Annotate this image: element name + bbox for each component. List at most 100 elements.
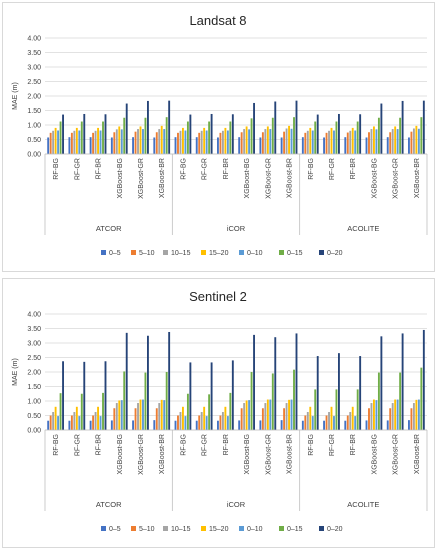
y-tick-label: 0.00 [27,152,41,159]
bar-0-15 [123,117,126,154]
x-tick-label: RF-BR [223,434,230,455]
bar-0-15 [186,121,189,154]
bar-0-10 [184,130,187,154]
legend-swatch-10-15 [163,526,168,531]
bar-10-15 [115,403,118,430]
bar-10-15 [115,129,118,154]
bar-0-10 [333,130,335,154]
legend-swatch-0-15 [279,250,284,255]
bar-0-10 [248,400,251,430]
legend-label: 0–20 [327,526,343,533]
bar-15-20 [288,125,290,154]
x-tick-label: XGBoost-BG [117,434,124,474]
bar-0-15 [229,121,232,154]
bar-0-15 [250,118,253,154]
bar-0-20 [231,360,234,430]
legend-swatch-0-10 [239,250,244,255]
bar-5-10 [346,415,349,430]
bar-10-15 [412,128,415,154]
bar-15-20 [203,406,206,430]
bar-15-20 [224,406,227,430]
bar-0-10 [184,416,187,430]
bar-0-10 [163,400,166,430]
bar-0-5 [68,420,71,430]
bar-0-5 [89,137,92,154]
bar-15-20 [97,127,99,154]
bar-0-10 [57,130,60,154]
bar-15-20 [224,127,227,154]
bar-0-15 [356,389,359,430]
chart-title: Landsat 8 [189,13,246,28]
bar-0-20 [274,101,277,154]
bar-5-10 [346,132,349,154]
bar-0-5 [238,420,241,430]
group-label: ACOLITE [347,224,379,233]
bar-10-15 [200,130,203,154]
bar-0-20 [146,100,149,154]
bar-0-20 [401,333,404,430]
legend-swatch-15-20 [201,250,206,255]
bar-10-15 [73,412,76,430]
x-tick-label: XGBoost-BR [159,434,166,474]
bar-15-20 [415,399,418,430]
bar-15-20 [266,399,269,430]
bar-0-20 [274,337,277,430]
bar-5-10 [155,408,158,430]
bar-0-20 [380,103,383,154]
bar-5-10 [240,132,243,154]
legend-swatch-0-5 [101,250,106,255]
bar-0-10 [290,128,293,154]
bar-0-15 [314,389,317,430]
bar-5-10 [240,408,243,430]
bar-0-20 [168,331,171,430]
bar-0-10 [396,399,399,430]
group-label: iCOR [227,224,246,233]
bar-0-15 [250,372,253,430]
bar-0-5 [280,420,283,430]
bar-0-10 [354,416,357,430]
bar-0-20 [316,356,319,430]
bar-0-5 [344,420,347,430]
bar-0-10 [290,399,293,430]
bar-5-10 [134,131,137,154]
bar-0-10 [226,130,229,154]
bar-10-15 [370,129,373,154]
bar-10-15 [137,129,139,154]
bar-10-15 [349,412,352,430]
bar-15-20 [139,126,142,154]
y-tick-label: 3.00 [27,341,41,348]
bar-5-10 [92,132,95,154]
bar-0-15 [80,393,83,430]
bar-0-10 [99,130,102,154]
bar-0-15 [335,389,338,430]
bar-10-15 [221,412,224,430]
legend-swatch-15-20 [201,526,206,531]
bar-5-10 [283,408,286,430]
y-tick-label: 3.00 [27,65,41,72]
bar-15-20 [97,406,99,430]
legend-swatch-0-10 [239,526,244,531]
y-tick-label: 1.00 [27,399,41,406]
x-tick-label: XGBoost-BR [414,434,421,474]
bar-0-10 [78,416,81,430]
bar-0-20 [380,336,383,430]
bar-0-5 [301,420,304,430]
bar-10-15 [285,403,288,430]
bar-5-10 [410,131,413,154]
bar-0-10 [142,399,144,430]
x-tick-label: XGBoost-BG [371,434,378,474]
bar-10-15 [94,130,97,154]
bar-5-10 [113,132,116,154]
bar-0-20 [253,102,255,154]
bar-0-10 [354,130,357,154]
bar-5-10 [155,132,158,154]
x-tick-label: RF-BR [96,434,103,455]
bar-5-10 [219,415,222,430]
bar-10-15 [243,129,246,154]
bar-0-20 [316,114,319,154]
bar-15-20 [160,399,163,430]
bar-5-10 [177,132,179,154]
group-label: ATCOR [96,500,122,509]
bar-10-15 [52,130,55,154]
